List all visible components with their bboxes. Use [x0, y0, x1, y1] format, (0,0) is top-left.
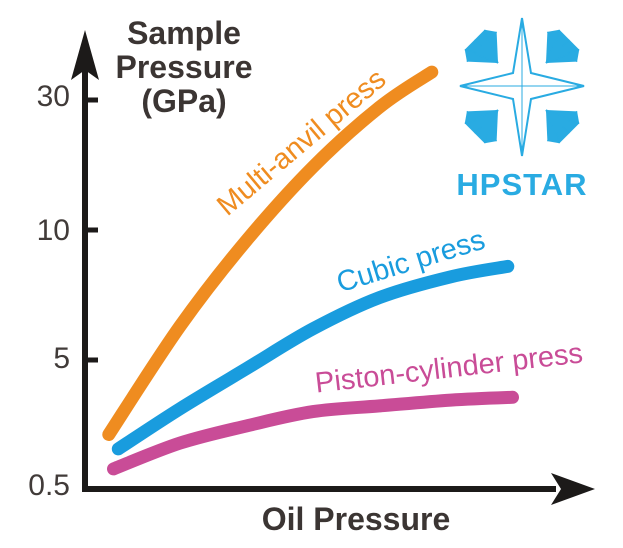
piston-cylinder-press-curve	[107, 390, 519, 476]
axes	[71, 30, 595, 505]
cubic-press-curve	[111, 259, 515, 456]
hpstar-emblem-icon	[459, 17, 585, 157]
x-axis-arrow-icon	[551, 473, 595, 505]
x-axis-title: Oil Pressure	[261, 501, 451, 537]
y-tick-label-10: 10	[36, 214, 70, 247]
hpstar-wordmark: HPSTAR	[456, 167, 588, 202]
y-tick-label-30: 30	[36, 80, 70, 113]
y-axis-title: Sample Pressure (GPa)	[115, 15, 253, 119]
y-tick-label-0-5: 0.5	[28, 469, 70, 502]
y-tick-label-5: 5	[53, 342, 70, 375]
multi-anvil-press-curve	[102, 65, 439, 441]
hpstar-logo: HPSTAR	[448, 10, 596, 203]
y-axis-arrow-icon	[71, 30, 99, 80]
